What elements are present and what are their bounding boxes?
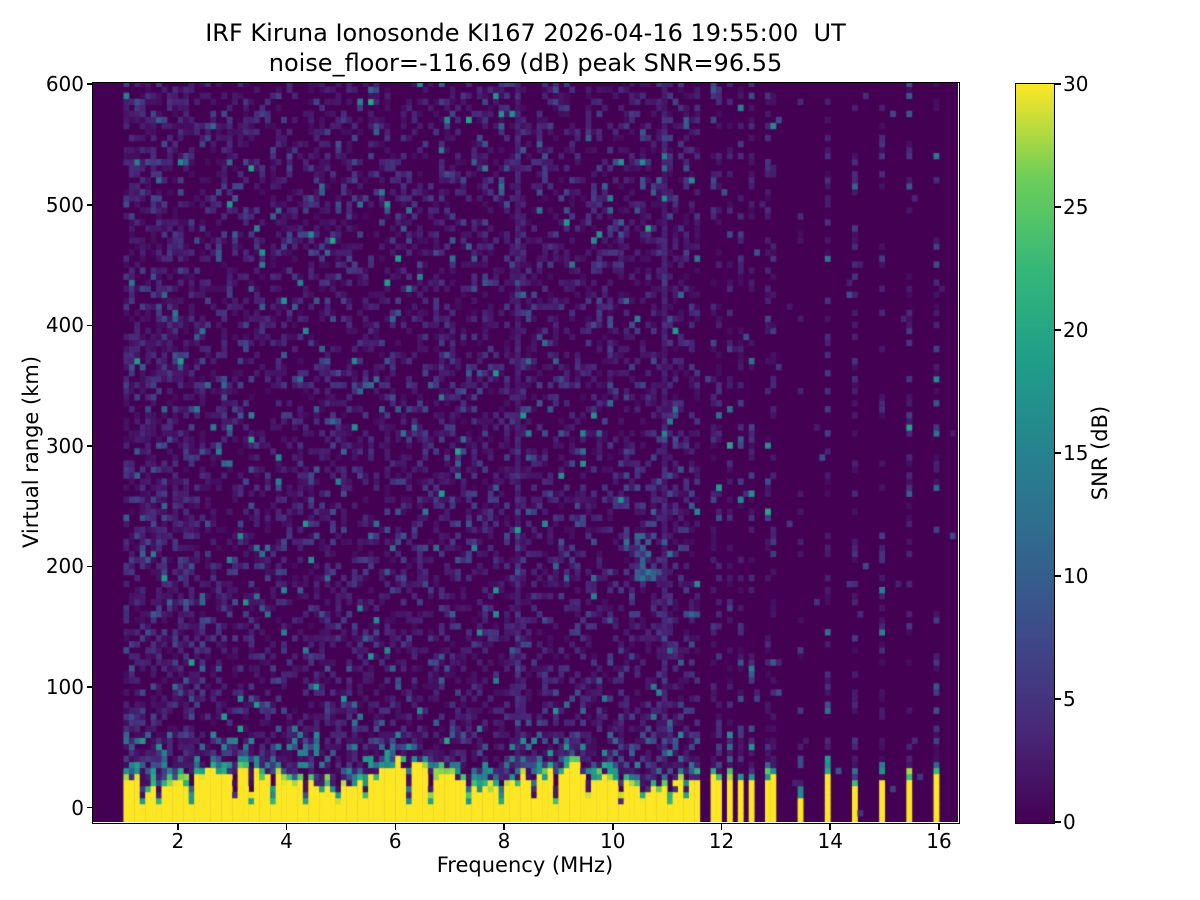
- x-tick-mark: [285, 823, 288, 830]
- x-tick-label: 8: [497, 829, 511, 853]
- colorbar-tick-label: 20: [1063, 318, 1089, 342]
- colorbar-tick-mark: [1054, 206, 1061, 208]
- x-tick-mark: [720, 823, 723, 830]
- colorbar-tick-label: 15: [1063, 441, 1089, 465]
- y-tick-label: 500: [45, 192, 84, 217]
- y-tick-label: 200: [45, 554, 84, 579]
- x-tick-label: 14: [817, 829, 843, 853]
- colorbar-gradient: [1015, 83, 1054, 823]
- y-tick-mark: [86, 686, 93, 688]
- colorbar-tick-mark: [1054, 575, 1061, 577]
- colorbar-tick-mark: [1054, 821, 1061, 823]
- x-tick-mark: [503, 823, 505, 830]
- x-tick-label: 16: [926, 829, 952, 853]
- y-tick-label: 0: [71, 795, 84, 820]
- colorbar-tick-label: 5: [1063, 687, 1076, 711]
- x-tick-mark: [829, 823, 831, 830]
- y-tick-mark: [86, 445, 93, 447]
- colorbar-tick-mark: [1054, 83, 1061, 85]
- y-tick-label: 600: [45, 72, 84, 97]
- plot-area: [91, 81, 960, 824]
- y-tick-mark: [86, 83, 93, 85]
- x-tick-label: 4: [280, 829, 293, 853]
- ionogram-heatmap-canvas: [92, 82, 958, 822]
- colorbar-tick-mark: [1054, 698, 1061, 700]
- y-tick-label: 100: [45, 674, 84, 699]
- x-tick-label: 2: [171, 829, 185, 853]
- x-axis-label: Frequency (MHz): [436, 853, 614, 877]
- chart-title-line2: noise_floor=-116.69 (dB) peak SNR=96.55: [268, 49, 783, 77]
- chart-title-line1: IRF Kiruna Ionosonde KI167 2026-04-16 19…: [205, 19, 846, 47]
- x-tick-label: 12: [708, 829, 735, 853]
- x-tick-mark: [177, 823, 179, 830]
- colorbar-tick-label: 10: [1063, 564, 1089, 588]
- y-tick-mark: [86, 204, 93, 206]
- x-tick-mark: [394, 823, 397, 830]
- chart-title: IRF Kiruna Ionosonde KI167 2026-04-16 19…: [93, 18, 958, 78]
- y-tick-mark: [86, 806, 93, 809]
- x-tick-label: 10: [600, 829, 626, 853]
- y-tick-mark: [86, 565, 93, 568]
- colorbar-tick-label: 0: [1063, 810, 1076, 834]
- colorbar-tick-mark: [1054, 452, 1061, 454]
- x-tick-label: 6: [388, 829, 402, 853]
- x-tick-mark: [612, 823, 614, 830]
- colorbar-tick-label: 25: [1063, 195, 1089, 219]
- y-tick-label: 400: [45, 313, 84, 338]
- colorbar-label: SNR (dB): [1088, 405, 1112, 501]
- x-tick-mark: [938, 823, 940, 830]
- colorbar: [1014, 82, 1055, 824]
- y-axis-label: Virtual range (km): [19, 355, 43, 549]
- y-tick-label: 300: [45, 433, 84, 458]
- colorbar-tick-mark: [1054, 329, 1061, 331]
- y-tick-mark: [86, 324, 93, 327]
- colorbar-tick-label: 30: [1063, 72, 1089, 96]
